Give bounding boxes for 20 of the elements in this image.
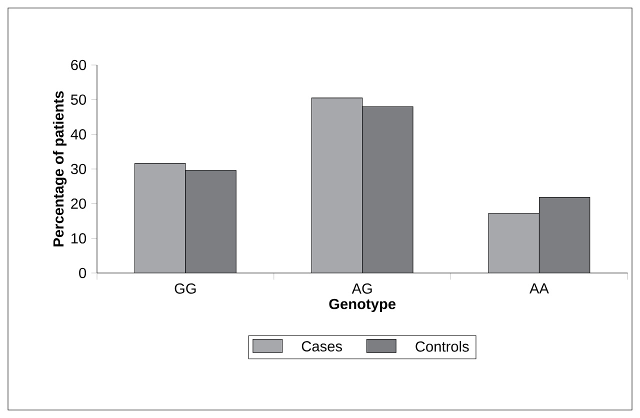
y-tick-label: 20 (71, 198, 86, 209)
bar (538, 197, 590, 273)
bar (362, 106, 414, 273)
bar (312, 98, 362, 273)
x-tick-label: AA (530, 283, 549, 294)
y-axis-title: Percentage of patients (52, 91, 67, 246)
y-tick-label: 10 (71, 233, 86, 244)
x-axis-title: Genotype (329, 298, 396, 312)
legend-label: Controls (416, 340, 469, 352)
x-tick-label: AG (352, 283, 372, 294)
bar (134, 163, 186, 273)
y-tick-label: 40 (70, 129, 86, 140)
legend-label: Cases (302, 341, 342, 352)
bar (185, 170, 236, 273)
y-tick-label: 0 (79, 268, 86, 278)
x-tick-label: GG (174, 283, 196, 294)
y-tick-label: 60 (71, 60, 86, 70)
bar (488, 213, 540, 273)
y-tick-label: 50 (70, 94, 86, 105)
y-tick-label: 30 (70, 164, 86, 174)
